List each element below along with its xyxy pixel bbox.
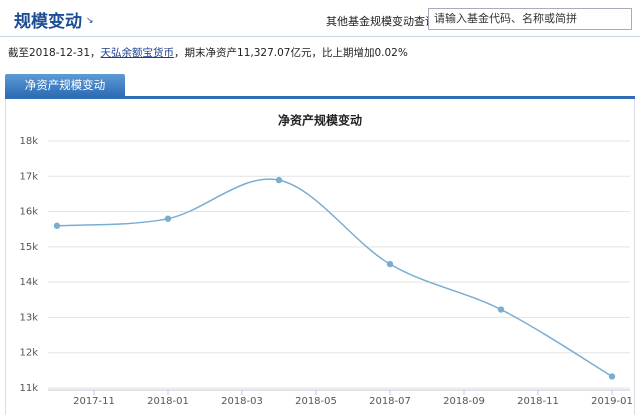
y-tick-label: 14k xyxy=(19,277,38,288)
data-point xyxy=(275,176,283,184)
x-tick-label: 2018-11 xyxy=(517,396,559,407)
data-point xyxy=(386,260,394,268)
info-suffix: ，期末净资产11,327.07亿元，比上期增加0.02% xyxy=(174,47,408,59)
series-line xyxy=(56,178,613,378)
tab[interactable]: 净资产规模变动 xyxy=(5,74,125,96)
y-tick-label: 13k xyxy=(19,312,38,323)
y-tick-label: 11k xyxy=(19,383,38,394)
data-point xyxy=(497,306,505,313)
x-tick-label: 2018-05 xyxy=(295,396,337,407)
data-point xyxy=(608,373,616,380)
data-point xyxy=(53,222,61,229)
x-tick-label: 2017-11 xyxy=(73,396,115,407)
search-input[interactable]: 请输入基金代码、名称或简拼 xyxy=(428,8,632,30)
fund-link[interactable]: 天弘余额宝货币 xyxy=(100,47,175,59)
info-prefix: 截至2018-12-31， xyxy=(8,47,101,59)
chart-title: 净资产规模变动 xyxy=(278,113,362,128)
y-tick-label: 18k xyxy=(19,136,38,147)
y-tick-label: 15k xyxy=(19,242,38,253)
page-title: 规模变动 xyxy=(14,12,82,32)
y-tick-label: 16k xyxy=(19,207,38,218)
x-tick-label: 2018-01 xyxy=(147,396,189,407)
title-icon[interactable]: ↘ xyxy=(86,16,94,26)
info-line: 截至2018-12-31，天弘余额宝货币，期末净资产11,327.07亿元，比上… xyxy=(8,45,408,60)
chart-panel xyxy=(5,99,635,415)
x-tick-label: 2019-01 xyxy=(591,396,633,407)
data-point xyxy=(164,215,172,222)
tab-bar: 净资产规模变动 xyxy=(5,74,635,99)
x-tick-label: 2018-09 xyxy=(443,396,485,407)
x-tick-label: 2018-07 xyxy=(369,396,411,407)
y-tick-label: 17k xyxy=(19,171,38,182)
x-tick-label: 2018-03 xyxy=(221,396,263,407)
search-label: 其他基金规模变动查询: xyxy=(326,15,440,28)
header: 规模变动 ↘ 其他基金规模变动查询: 请输入基金代码、名称或简拼 xyxy=(0,0,640,37)
y-tick-label: 12k xyxy=(19,348,38,359)
